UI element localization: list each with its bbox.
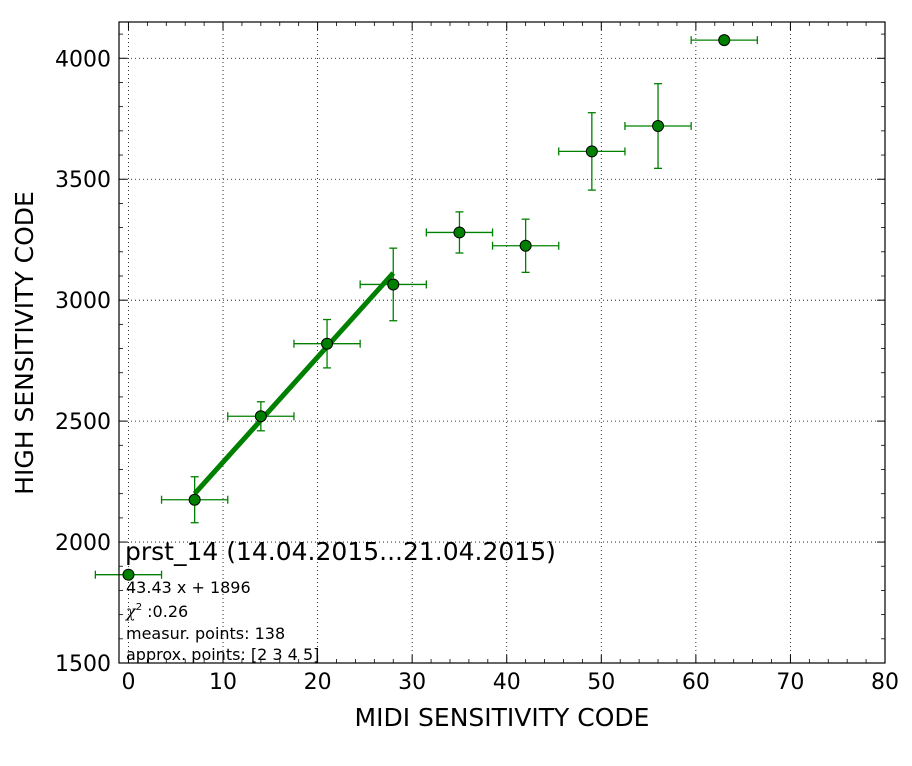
data-point <box>254 410 267 423</box>
ticks <box>119 22 886 664</box>
data-point <box>387 278 400 291</box>
annotation-equation: 43.43 x + 1896 <box>126 578 251 597</box>
data-point <box>188 493 201 506</box>
fit-line <box>192 271 396 496</box>
data-point <box>585 145 598 158</box>
annotation-chi2: χ2 :0.26 <box>125 602 188 621</box>
x-tick-label: 50 <box>587 670 615 695</box>
chi2-value: :0.26 <box>142 602 188 621</box>
tick-labels: 0 10 20 30 40 50 60 70 80 1500 2000 2500 3000 3500 400… <box>55 47 899 695</box>
y-tick-label: 2000 <box>55 531 111 556</box>
data-point <box>122 568 135 581</box>
y-tick-label: 3500 <box>55 168 111 193</box>
plot-area <box>119 22 885 663</box>
data-point <box>652 120 665 133</box>
y-tick-label: 1500 <box>55 652 111 677</box>
y-tick-label: 2500 <box>55 410 111 435</box>
x-tick-label: 10 <box>209 670 237 695</box>
x-tick-label: 20 <box>304 670 332 695</box>
markers <box>122 34 731 581</box>
annotation-approx-points: approx. points: [2 3 4 5] <box>126 645 319 664</box>
chi2-superscript: 2 <box>136 602 142 613</box>
x-tick-label: 60 <box>682 670 710 695</box>
chi2-symbol: χ <box>125 602 137 621</box>
x-tick-label: 70 <box>776 670 804 695</box>
annotation-block: prst_14 (14.04.2015...21.04.2015) 43.43 … <box>125 537 556 664</box>
data-point <box>718 34 731 47</box>
annotation-title: prst_14 (14.04.2015...21.04.2015) <box>125 537 556 566</box>
data-point <box>453 226 466 239</box>
x-tick-label: 40 <box>493 670 521 695</box>
data-point <box>321 337 334 350</box>
plot-frame <box>118 21 886 664</box>
x-tick-label: 30 <box>398 670 426 695</box>
y-tick-label: 4000 <box>55 47 111 72</box>
x-axis-label: MIDI SENSITIVITY CODE <box>355 703 650 732</box>
x-tick-label: 0 <box>121 670 135 695</box>
y-tick-label: 3000 <box>55 289 111 314</box>
x-tick-label: 80 <box>871 670 899 695</box>
data-point <box>519 239 532 252</box>
fit-line-group <box>192 271 396 496</box>
annotation-measur-points: measur. points: 138 <box>126 624 285 643</box>
y-axis-label: HIGH SENSITIVITY CODE <box>10 191 39 495</box>
